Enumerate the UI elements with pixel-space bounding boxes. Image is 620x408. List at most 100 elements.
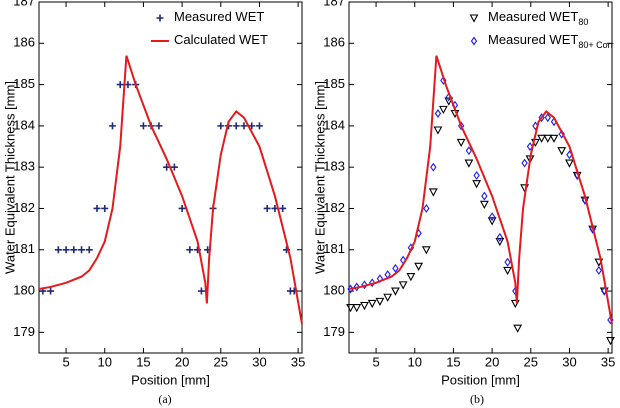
point xyxy=(504,257,511,267)
point xyxy=(85,246,93,254)
x-tick-label: 10 xyxy=(408,354,422,369)
point xyxy=(108,122,116,130)
point xyxy=(116,81,124,89)
point xyxy=(352,304,362,313)
point xyxy=(430,162,437,172)
point xyxy=(369,278,376,288)
y-tick-label: 180 xyxy=(323,282,345,297)
point xyxy=(503,266,512,276)
point xyxy=(495,237,505,247)
point xyxy=(479,200,489,210)
point xyxy=(279,204,287,212)
legend-marker xyxy=(469,14,479,23)
y-axis-label: Water Equivalent Thickness [mm] xyxy=(312,81,327,274)
y-tick-label: 187 xyxy=(13,0,35,8)
x-tick-label: 5 xyxy=(372,354,379,369)
point xyxy=(543,134,553,143)
point xyxy=(155,122,163,130)
y-tick-label: 186 xyxy=(13,35,35,50)
point xyxy=(101,204,109,212)
point xyxy=(93,204,101,212)
point xyxy=(163,163,171,171)
y-tick-label: 180 xyxy=(13,282,35,297)
legend-marker xyxy=(470,36,478,46)
point xyxy=(521,158,528,168)
point xyxy=(390,287,400,296)
point xyxy=(353,282,360,292)
point xyxy=(240,122,248,130)
point xyxy=(473,170,480,180)
point xyxy=(537,134,547,143)
point xyxy=(47,287,55,295)
point xyxy=(421,246,431,255)
point xyxy=(423,204,430,213)
y-tick-label: 184 xyxy=(323,117,345,132)
point xyxy=(392,263,399,273)
y-tick-label: 182 xyxy=(13,200,35,215)
plot-frame xyxy=(348,1,613,354)
x-tick-label: 35 xyxy=(601,354,615,369)
point xyxy=(565,159,574,168)
point xyxy=(346,304,355,313)
legend-name: Measured WET xyxy=(488,9,578,24)
x-tick-label: 25 xyxy=(524,354,538,369)
point xyxy=(78,246,86,254)
x-tick-label: 30 xyxy=(562,354,576,369)
point xyxy=(428,188,438,197)
point xyxy=(488,212,496,222)
point xyxy=(62,246,70,254)
point xyxy=(557,147,567,156)
x-tick-label: 20 xyxy=(485,354,499,369)
point xyxy=(558,129,565,139)
line xyxy=(38,55,303,325)
point xyxy=(457,121,465,131)
point xyxy=(70,246,78,254)
point xyxy=(544,113,551,123)
point xyxy=(367,299,377,309)
point xyxy=(186,246,194,254)
point xyxy=(549,134,559,143)
point xyxy=(124,81,132,89)
plot-frame xyxy=(38,1,303,354)
x-tick-label: 25 xyxy=(214,354,228,369)
point xyxy=(375,297,385,307)
point xyxy=(487,217,497,226)
x-tick-label: 5 xyxy=(62,354,69,369)
point xyxy=(232,122,240,130)
y-tick-label: 187 xyxy=(323,0,345,8)
point xyxy=(456,138,466,148)
point xyxy=(217,122,225,130)
y-tick-label: 179 xyxy=(13,324,35,339)
x-tick-label: 15 xyxy=(136,354,150,369)
point xyxy=(414,262,424,271)
point xyxy=(595,265,603,275)
legend-subscript: 80 xyxy=(578,17,588,27)
point xyxy=(481,191,488,201)
legend-label: Measured WET80 xyxy=(488,9,588,27)
point xyxy=(255,122,263,130)
x-axis-label: Position [mm] xyxy=(441,372,520,387)
point xyxy=(589,224,596,234)
point xyxy=(513,324,523,333)
point xyxy=(406,273,416,282)
point xyxy=(606,337,615,346)
x-tick-label: 30 xyxy=(252,354,266,369)
line xyxy=(348,55,613,325)
point xyxy=(197,287,205,295)
point xyxy=(54,246,62,254)
point xyxy=(438,105,448,115)
y-axis-label: Water Equivalent Thickness [mm] xyxy=(2,81,17,274)
legend-label: Measured WET80+ Corr xyxy=(488,32,614,50)
caption: (b) xyxy=(470,392,484,406)
point xyxy=(434,109,442,118)
y-tick-label: 181 xyxy=(13,241,35,256)
legend-label: Measured WET xyxy=(174,9,264,24)
y-tick-label: 183 xyxy=(323,159,345,174)
y-tick-label: 181 xyxy=(323,241,345,256)
y-tick-label: 184 xyxy=(13,117,35,132)
x-axis-label: Position [mm] xyxy=(131,372,210,387)
x-tick-label: 20 xyxy=(175,354,189,369)
x-tick-label: 15 xyxy=(446,354,460,369)
legend-marker xyxy=(156,14,164,22)
point xyxy=(607,315,614,325)
